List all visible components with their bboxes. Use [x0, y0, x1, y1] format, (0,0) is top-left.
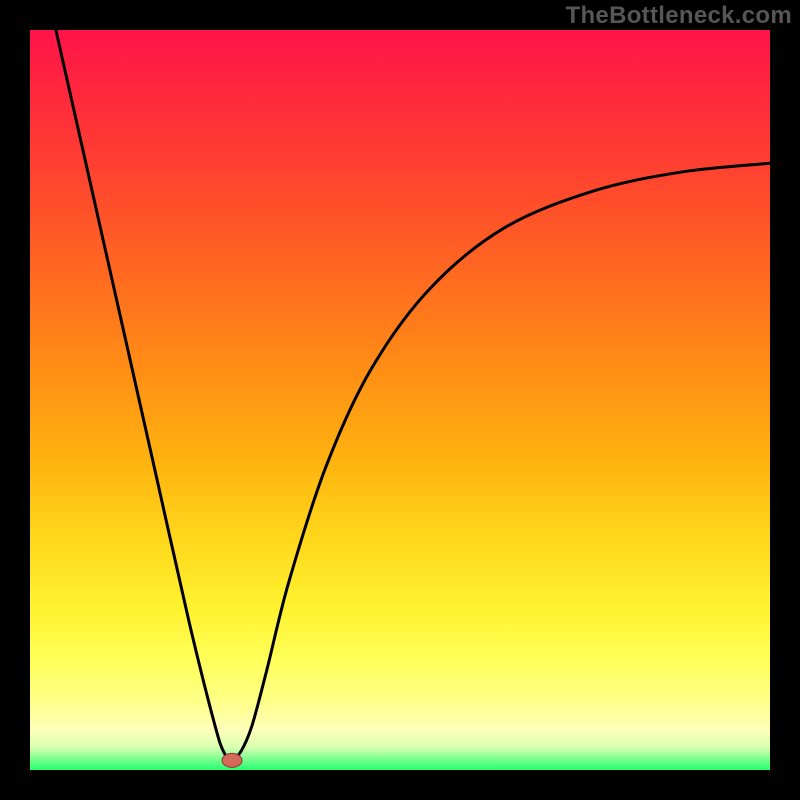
- trough-marker: [222, 753, 242, 767]
- watermark-text: TheBottleneck.com: [566, 2, 792, 30]
- bottleneck-chart: [0, 0, 800, 800]
- plot-background-gradient: [30, 30, 770, 770]
- chart-root: TheBottleneck.com: [0, 0, 800, 800]
